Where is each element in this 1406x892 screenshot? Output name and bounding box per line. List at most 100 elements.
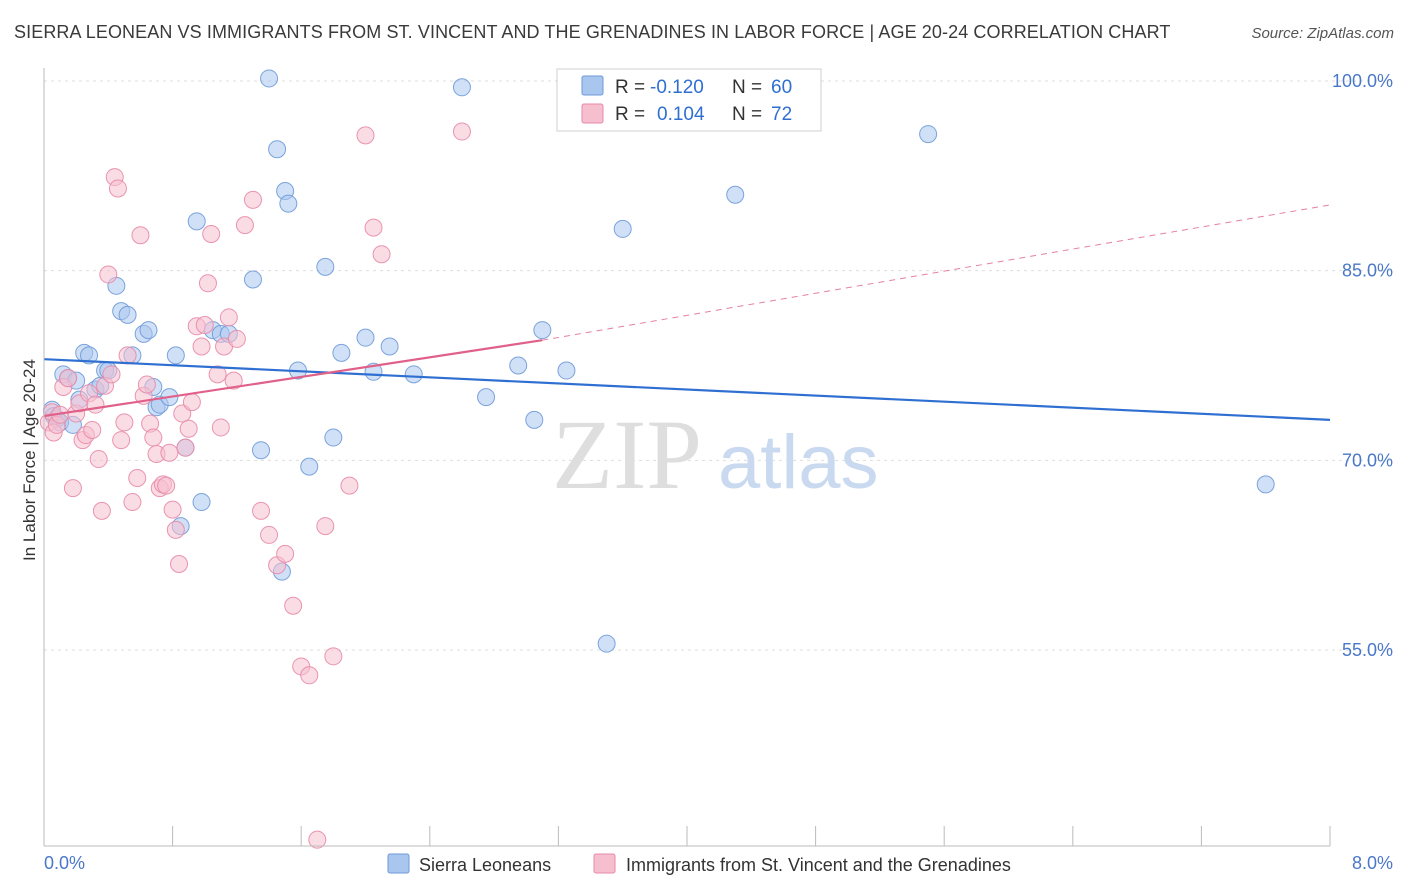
point-st-vincent xyxy=(112,431,131,450)
point-st-vincent xyxy=(102,365,121,384)
point-sierra-leonean xyxy=(192,493,211,512)
y-tick-label: 100.0% xyxy=(1332,71,1393,91)
point-st-vincent xyxy=(324,647,343,666)
point-st-vincent xyxy=(224,371,243,390)
x-tick-label-max: 8.0% xyxy=(1352,853,1393,873)
point-sierra-leonean xyxy=(452,78,471,97)
y-tick-label: 55.0% xyxy=(1342,640,1393,660)
point-sierra-leonean xyxy=(919,125,938,144)
point-sierra-leonean xyxy=(557,361,576,380)
point-sierra-leonean xyxy=(332,343,351,362)
point-st-vincent xyxy=(99,265,118,284)
point-st-vincent xyxy=(208,365,227,384)
legend-r-label-1: R = xyxy=(615,104,645,125)
point-st-vincent xyxy=(163,500,182,519)
point-st-vincent xyxy=(144,428,163,447)
point-sierra-leonean xyxy=(324,428,343,447)
point-st-vincent xyxy=(235,216,254,235)
point-st-vincent xyxy=(452,122,471,141)
point-st-vincent xyxy=(198,274,217,293)
point-sierra-leonean xyxy=(316,257,335,276)
legend-swatch-blue xyxy=(581,75,604,96)
axes: 55.0% 70.0% 85.0% 100.0% 0.0% 8.0% xyxy=(43,68,1393,873)
point-sierra-leonean xyxy=(380,337,399,356)
point-st-vincent xyxy=(276,544,295,563)
legend-bottom: Sierra Leoneans Immigrants from St. Vinc… xyxy=(387,853,1011,875)
y-tick-label: 85.0% xyxy=(1342,261,1393,281)
point-sierra-leonean xyxy=(356,328,375,347)
point-st-vincent xyxy=(284,596,303,615)
legend-n-label-0: N = xyxy=(732,77,762,98)
point-st-vincent xyxy=(108,179,127,198)
point-sierra-leonean xyxy=(300,457,319,476)
point-st-vincent xyxy=(157,476,176,495)
point-sierra-leonean xyxy=(187,212,206,231)
point-sierra-leonean xyxy=(80,346,99,365)
point-sierra-leonean xyxy=(509,356,528,375)
legend-top: R = -0.120 N = 60 R = 0.104 N = 72 xyxy=(556,68,822,132)
point-sierra-leonean xyxy=(243,270,262,289)
legend-r-label-0: R = xyxy=(615,77,645,98)
point-st-vincent xyxy=(243,190,262,209)
point-st-vincent xyxy=(179,419,198,438)
y-tick-label: 70.0% xyxy=(1342,450,1393,470)
y-axis-title: In Labor Force | Age 20-24 xyxy=(20,359,39,561)
point-st-vincent xyxy=(137,375,156,394)
point-st-vincent xyxy=(115,413,134,432)
legend-r-value-1: 0.104 xyxy=(657,104,705,125)
point-sierra-leonean xyxy=(597,634,616,653)
point-st-vincent xyxy=(63,479,82,498)
data-points xyxy=(39,69,1275,849)
chart-title: SIERRA LEONEAN VS IMMIGRANTS FROM ST. VI… xyxy=(14,22,1171,42)
point-st-vincent xyxy=(182,393,201,412)
legend-n-value-0: 60 xyxy=(771,77,792,98)
trend-lines xyxy=(43,204,1331,421)
point-sierra-leonean xyxy=(1256,475,1275,494)
point-st-vincent xyxy=(340,476,359,495)
point-st-vincent xyxy=(252,501,271,520)
point-sierra-leonean xyxy=(533,321,552,340)
point-sierra-leonean xyxy=(166,346,185,365)
bottom-legend-label-0: Sierra Leoneans xyxy=(419,855,551,875)
point-sierra-leonean xyxy=(268,140,287,159)
point-st-vincent xyxy=(86,395,105,414)
legend-r-value-0: -0.120 xyxy=(650,77,704,98)
x-tick-label-min: 0.0% xyxy=(44,853,85,873)
bottom-legend-swatch-blue xyxy=(387,853,410,874)
bottom-legend-swatch-pink xyxy=(593,853,616,874)
point-st-vincent xyxy=(356,126,375,145)
chart-source: Source: ZipAtlas.com xyxy=(1251,25,1394,42)
point-st-vincent xyxy=(227,329,246,348)
point-st-vincent xyxy=(364,218,383,237)
point-st-vincent xyxy=(219,308,238,327)
point-sierra-leonean xyxy=(613,219,632,238)
trend-line-st-vincent-extrapolated xyxy=(542,204,1331,341)
point-st-vincent xyxy=(118,346,137,365)
point-st-vincent xyxy=(128,469,147,488)
legend-swatch-pink xyxy=(581,103,604,124)
legend-n-label-1: N = xyxy=(732,104,762,125)
point-st-vincent xyxy=(131,226,150,245)
trend-line-sierra-leonean xyxy=(43,358,1331,421)
point-st-vincent xyxy=(316,517,335,536)
point-sierra-leonean xyxy=(726,185,745,204)
point-sierra-leonean xyxy=(404,365,423,384)
point-st-vincent xyxy=(92,501,111,520)
point-sierra-leonean xyxy=(477,388,496,407)
point-st-vincent xyxy=(195,316,214,335)
point-st-vincent xyxy=(176,438,195,457)
point-sierra-leonean xyxy=(260,69,279,88)
point-st-vincent xyxy=(211,418,230,437)
point-st-vincent xyxy=(83,420,102,439)
watermark-zip: ZIP xyxy=(552,399,702,510)
point-sierra-leonean xyxy=(525,410,544,429)
trend-line-st-vincent xyxy=(43,339,543,418)
point-st-vincent xyxy=(89,450,108,469)
point-st-vincent xyxy=(192,337,211,356)
point-st-vincent xyxy=(160,443,179,462)
point-st-vincent xyxy=(170,555,189,574)
point-st-vincent xyxy=(300,666,319,685)
legend-n-value-1: 72 xyxy=(771,104,792,125)
point-sierra-leonean xyxy=(279,194,298,213)
